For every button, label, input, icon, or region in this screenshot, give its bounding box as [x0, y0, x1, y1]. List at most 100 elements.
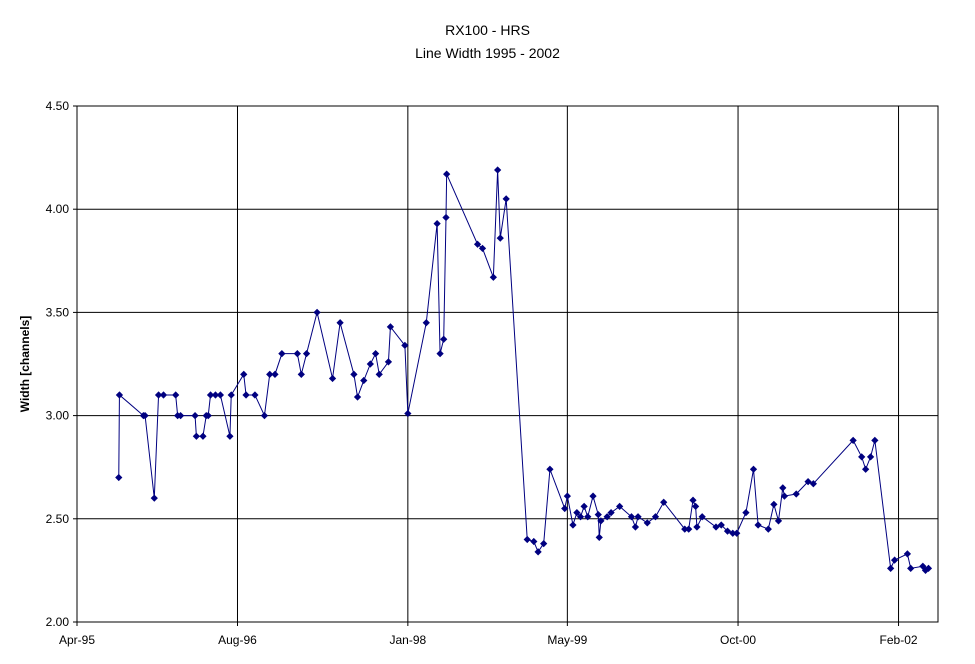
- data-point: [597, 517, 605, 525]
- data-point: [634, 513, 642, 521]
- data-point: [862, 465, 870, 473]
- data-point: [271, 370, 279, 378]
- y-tick-label: 2.50: [46, 512, 70, 526]
- data-point: [903, 550, 912, 558]
- data-point: [350, 370, 358, 378]
- chart-subtitle: Line Width 1995 - 2002: [415, 45, 560, 61]
- data-point: [192, 432, 201, 440]
- data-point: [770, 500, 778, 508]
- data-point: [764, 525, 772, 533]
- y-tick-label: 3.00: [46, 409, 70, 423]
- data-point: [698, 513, 706, 521]
- data-point: [242, 391, 250, 399]
- data-point: [115, 473, 123, 482]
- data-point: [561, 504, 569, 513]
- data-point: [594, 511, 602, 519]
- data-point: [685, 525, 693, 533]
- data-point: [660, 498, 668, 506]
- x-tick-label: Apr-95: [59, 633, 95, 647]
- data-point: [584, 513, 592, 521]
- data-point: [774, 517, 783, 525]
- data-point: [473, 240, 482, 248]
- data-point: [154, 391, 163, 399]
- data-point: [589, 492, 597, 500]
- data-point: [336, 319, 344, 327]
- data-point: [443, 170, 451, 178]
- y-axis-ticks: 2.00 2.50 3.00 3.50 4.00 4.50: [46, 99, 77, 629]
- data-point: [496, 234, 504, 242]
- data-point: [809, 480, 817, 488]
- x-tick-label: Jan-98: [389, 633, 426, 647]
- data-point: [523, 535, 531, 544]
- data-point: [328, 374, 337, 383]
- y-tick-label: 3.50: [46, 305, 70, 319]
- data-point: [293, 350, 301, 358]
- data-point: [887, 564, 895, 572]
- y-tick-label: 2.00: [46, 615, 70, 629]
- data-point: [858, 453, 866, 461]
- data-point: [150, 494, 158, 502]
- data-point: [616, 502, 624, 511]
- data-point: [534, 548, 542, 556]
- data-point: [260, 411, 269, 420]
- data-point: [749, 465, 758, 473]
- data-point: [693, 523, 701, 531]
- data-point: [580, 502, 588, 511]
- data-point: [502, 195, 510, 203]
- data-point: [540, 539, 548, 548]
- x-tick-label: May-99: [547, 633, 587, 647]
- data-point: [211, 391, 220, 399]
- data-point: [712, 523, 720, 531]
- data-point: [733, 529, 741, 537]
- data-point: [227, 391, 235, 399]
- data-point: [489, 273, 497, 281]
- y-tick-label: 4.00: [46, 202, 70, 216]
- data-point: [191, 411, 199, 420]
- data-point: [804, 478, 812, 486]
- data-point: [754, 521, 762, 529]
- data-point: [176, 411, 185, 420]
- x-tick-label: Feb-02: [880, 633, 918, 647]
- data-point: [780, 492, 789, 500]
- data-point: [206, 391, 215, 399]
- x-tick-label: Aug-96: [218, 633, 257, 647]
- data-point: [546, 465, 554, 473]
- data-point: [576, 513, 585, 521]
- data-point: [849, 436, 857, 444]
- data-point: [563, 492, 571, 500]
- data-point: [384, 358, 393, 366]
- data-point: [440, 335, 448, 343]
- data-point: [172, 391, 180, 399]
- data-point: [631, 523, 640, 531]
- data-point: [404, 409, 412, 418]
- data-point: [433, 220, 441, 228]
- data-point: [627, 513, 636, 521]
- data-point: [386, 323, 395, 331]
- data-point: [924, 564, 933, 572]
- data-point: [792, 490, 800, 498]
- data-point: [353, 393, 362, 401]
- data-point: [371, 350, 380, 358]
- data-point: [691, 502, 700, 511]
- data-point: [251, 391, 259, 399]
- gridlines: [76, 105, 938, 623]
- chart-title: RX100 - HRS: [445, 22, 530, 38]
- data-point: [442, 213, 450, 222]
- data-point: [313, 308, 321, 317]
- data-point: [199, 432, 207, 440]
- series: [115, 166, 933, 575]
- data-point: [360, 376, 368, 385]
- data-point: [651, 513, 660, 521]
- data-point: [375, 370, 383, 378]
- data-point: [494, 166, 502, 174]
- plot-frame: [76, 105, 939, 623]
- data-point: [141, 411, 149, 420]
- data-point: [607, 508, 615, 517]
- y-axis-label: Width [channels]: [18, 316, 32, 413]
- data-point: [278, 350, 286, 358]
- data-point: [436, 350, 444, 358]
- data-point: [240, 370, 248, 378]
- data-point: [115, 391, 124, 399]
